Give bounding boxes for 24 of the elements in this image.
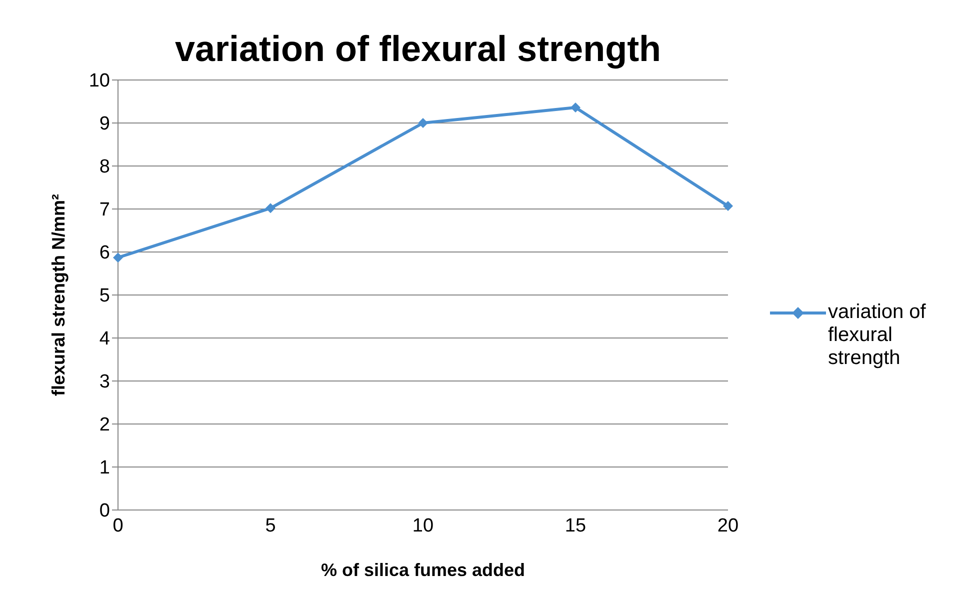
point xyxy=(266,203,276,214)
y-tick-label: 3 xyxy=(99,372,110,393)
point xyxy=(570,102,580,113)
y-tick-label: 6 xyxy=(99,242,110,264)
y-axis-title: flexural strength N/mm² xyxy=(48,194,68,396)
legend-label: variation of flexural strength xyxy=(828,300,927,370)
y-tick-label: 2 xyxy=(99,414,110,436)
y-tick-label: 8 xyxy=(99,156,110,178)
y-tick-label: 4 xyxy=(99,328,110,350)
chart-title: variation of flexural strength xyxy=(174,28,662,70)
x-tick-label: 0 xyxy=(112,515,124,536)
y-tick-label: 9 xyxy=(99,114,110,135)
x-axis-title: % of silica fumes added xyxy=(320,560,526,580)
y-tick-label: 7 xyxy=(99,200,110,221)
x-tick-label: 5 xyxy=(265,515,276,536)
y-tick-label: 10 xyxy=(88,70,110,92)
point xyxy=(723,200,733,211)
y-tick-label: 1 xyxy=(99,458,110,479)
x-tick-label: 20 xyxy=(717,515,739,536)
x-tick-label: 10 xyxy=(412,515,434,536)
x-tick-label: 15 xyxy=(564,515,586,536)
y-tick-label: 0 xyxy=(99,500,110,522)
y-tick-label: 5 xyxy=(99,286,110,307)
point xyxy=(418,118,428,128)
